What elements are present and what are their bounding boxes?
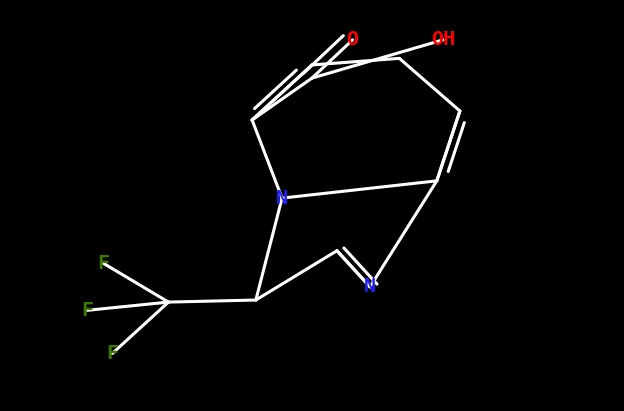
Text: OH: OH <box>431 30 455 49</box>
Text: O: O <box>346 30 359 49</box>
Text: N: N <box>276 189 288 208</box>
Text: F: F <box>106 344 119 363</box>
Text: F: F <box>97 254 109 272</box>
Text: F: F <box>81 301 94 320</box>
Text: N: N <box>364 277 376 296</box>
